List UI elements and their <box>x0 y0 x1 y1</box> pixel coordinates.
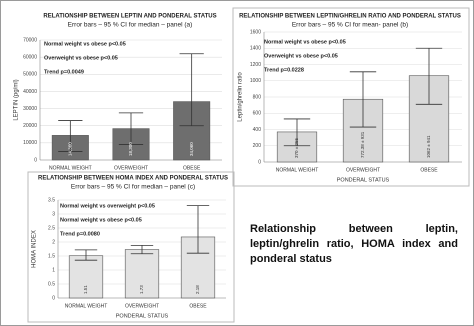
annotation: Trend p=0.0228 <box>264 67 304 73</box>
y-tick-label: 200 <box>253 143 262 149</box>
y-tick-label: 10000 <box>23 140 37 146</box>
annotation: Trend p=0.0080 <box>60 231 100 237</box>
value-label: 370 ± 255 <box>294 138 299 158</box>
chart-subtitle: Error bars – 95 % CI for mean- panel (b) <box>292 22 408 29</box>
y-tick-label: 50000 <box>23 72 37 78</box>
chart-title: RELATIONSHIP BETWEEN LEPTIN AND PONDERAL… <box>43 14 216 20</box>
y-tick-label: 20000 <box>23 123 37 129</box>
y-tick-label: 30000 <box>23 106 37 112</box>
y-tick-label: 600 <box>253 111 262 117</box>
y-tick-label: 1 <box>52 267 55 273</box>
y-tick-label: 800 <box>253 94 262 100</box>
x-tick-label: NORMAL WEIGHT <box>276 167 319 173</box>
y-tick-label: 3 <box>52 211 55 217</box>
y-tick-label: 0.5 <box>48 281 55 287</box>
chart-title: RELATIONSHIP BETWEEN HOMA INDEX AND POND… <box>38 176 228 182</box>
x-tick-label: NORMAL WEIGHT <box>65 303 108 309</box>
x-tick-label: OVERWEIGHT <box>125 303 159 309</box>
x-tick-label: OBESE <box>183 165 201 171</box>
annotation: Overweight vs obese p<0.05 <box>44 55 118 61</box>
value-label: 1.73 <box>139 285 144 294</box>
y-tick-label: 400 <box>253 127 262 133</box>
value-label: 1062 ± 941 <box>426 135 431 158</box>
annotation: Normal weight vs overweight p<0.05 <box>60 203 155 209</box>
chart-subtitle: Error bars – 95 % CI for median – panel … <box>68 22 193 29</box>
bar <box>124 249 160 299</box>
value-label: 1.51 <box>83 285 88 294</box>
y-tick-label: 1000 <box>250 78 261 84</box>
y-axis-label: HOMA INDEX <box>32 230 38 268</box>
annotation: Overweight vs obese p<0.05 <box>264 53 338 59</box>
y-tick-label: 0 <box>34 157 37 163</box>
x-tick-label: NORMAL WEIGHT <box>49 165 92 171</box>
panel-border <box>232 7 470 187</box>
chart-subtitle: Error bars – 95 % CI for median – panel … <box>71 184 195 191</box>
value-label: 18,300 <box>128 142 133 156</box>
y-tick-label: 60000 <box>23 54 37 60</box>
y-axis-label: LEPTIN (pg/ml) <box>14 79 20 120</box>
annotation: Normal weight vs obese p<0.05 <box>44 41 126 47</box>
y-tick-label: 1400 <box>250 46 261 52</box>
value-label: 2.18 <box>195 285 200 294</box>
y-tick-label: 1200 <box>250 62 261 68</box>
y-tick-label: 2 <box>52 239 55 245</box>
bar <box>68 255 104 299</box>
x-tick-label: OVERWEIGHT <box>114 165 148 171</box>
annotation: Normal weight vs obese p<0.05 <box>264 39 346 45</box>
x-tick-label: OVERWEIGHT <box>346 167 380 173</box>
y-axis-label: Leptin/ghrelin ratio <box>238 72 244 122</box>
panel-border <box>27 171 235 323</box>
y-tick-label: 1.5 <box>48 253 55 259</box>
y-tick-label: 2.5 <box>48 225 55 231</box>
y-tick-label: 3.5 <box>48 197 55 203</box>
annotation: Normal weight vs obese p<0.05 <box>60 217 142 223</box>
x-tick-label: OBESE <box>420 167 438 173</box>
y-tick-label: 1600 <box>250 29 261 35</box>
x-tick-label: OBESE <box>189 303 207 309</box>
chart-title: RELATIONSHIP BETWEEN LEPTIN/GHRELIN RATI… <box>239 14 461 20</box>
y-tick-label: 70000 <box>23 37 37 43</box>
y-tick-label: 0 <box>258 159 261 165</box>
annotation: Trend p=0.0049 <box>44 69 84 75</box>
value-label: 14,360 <box>68 142 73 156</box>
value-label: 34,060 <box>189 142 194 156</box>
x-axis-label: PONDERAL STATUS <box>337 177 390 183</box>
caption: Relationship between leptin, leptin/ghre… <box>250 223 458 265</box>
x-axis-label: PONDERAL STATUS <box>116 313 169 319</box>
value-label: 772.38 ± 931 <box>360 131 365 158</box>
y-tick-label: 0 <box>52 295 55 301</box>
y-tick-label: 40000 <box>23 89 37 95</box>
